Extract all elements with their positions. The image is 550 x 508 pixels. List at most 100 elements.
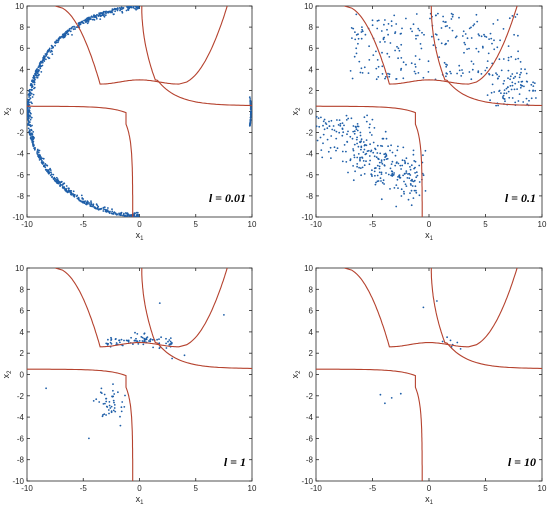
data-point	[49, 51, 52, 53]
data-point	[394, 32, 396, 35]
data-point	[470, 78, 473, 81]
data-point	[489, 32, 492, 35]
data-point	[464, 33, 467, 35]
data-point	[381, 137, 384, 140]
data-point	[118, 339, 120, 342]
data-point	[417, 72, 420, 74]
data-point	[137, 343, 140, 345]
data-point	[411, 185, 414, 187]
data-point	[351, 37, 353, 39]
data-point	[43, 57, 46, 60]
data-point	[398, 49, 401, 52]
data-point	[70, 27, 73, 30]
data-point	[487, 52, 490, 55]
data-point	[397, 176, 399, 178]
data-point	[27, 99, 30, 102]
x-tick-label: 0	[137, 220, 142, 229]
data-point	[90, 203, 93, 206]
data-point	[450, 72, 452, 75]
data-point	[418, 164, 421, 167]
data-point	[523, 85, 525, 88]
data-point	[38, 62, 41, 64]
data-point	[112, 389, 114, 392]
data-point	[33, 77, 36, 80]
decision-boundary-curve	[316, 368, 423, 481]
data-point	[365, 139, 368, 142]
data-point	[514, 16, 517, 18]
data-point	[42, 157, 45, 160]
data-point	[72, 190, 75, 193]
data-point	[355, 138, 358, 141]
data-point	[116, 213, 118, 216]
data-point	[369, 123, 371, 126]
data-point	[326, 138, 329, 141]
data-point	[353, 143, 356, 146]
data-point	[80, 200, 83, 203]
data-point	[410, 189, 413, 192]
data-point	[61, 35, 64, 38]
data-point	[119, 415, 121, 418]
x-axis-label: x1	[136, 494, 145, 506]
data-point	[99, 15, 102, 18]
data-point	[86, 17, 88, 20]
data-point	[387, 23, 390, 25]
scatter-panel: -10 -5 0 5 10 -10 -8 -6 -4 -2 0 2 4 6 8 10 x1 x2 l = 10	[290, 264, 547, 506]
data-point	[70, 190, 73, 192]
data-point	[365, 120, 368, 123]
y-tick-label: -6	[17, 434, 25, 443]
data-point	[29, 125, 32, 128]
data-point	[429, 17, 431, 20]
data-point	[37, 151, 40, 154]
data-point	[359, 158, 361, 161]
data-point	[518, 93, 521, 95]
data-point	[503, 98, 506, 100]
data-point	[123, 339, 125, 342]
data-point	[113, 211, 115, 214]
data-point	[513, 33, 515, 36]
data-point	[414, 166, 416, 169]
data-point	[30, 88, 33, 91]
data-point	[400, 43, 403, 46]
data-point	[43, 60, 46, 62]
data-point	[61, 184, 64, 186]
x-tick-label: 10	[538, 484, 547, 493]
data-point	[316, 139, 319, 142]
data-point	[329, 146, 332, 149]
data-point	[118, 7, 121, 9]
data-point	[121, 344, 124, 347]
data-point	[30, 84, 32, 87]
decision-boundary-curve	[430, 268, 542, 369]
data-point	[37, 155, 40, 158]
y-tick-label: 10	[15, 2, 24, 11]
data-point	[55, 179, 58, 181]
x-axis-label: x1	[425, 494, 434, 506]
data-point	[110, 410, 113, 413]
data-point	[374, 148, 377, 151]
y-tick-label: -10	[301, 477, 313, 486]
data-point	[463, 41, 466, 44]
data-point	[526, 80, 529, 83]
data-point	[107, 409, 110, 411]
data-point	[102, 414, 104, 416]
data-point	[110, 10, 113, 13]
data-point	[85, 203, 88, 206]
data-point	[158, 347, 161, 350]
data-point	[459, 348, 462, 350]
data-point	[30, 116, 33, 119]
data-point	[361, 30, 364, 33]
data-point	[134, 331, 136, 334]
data-point	[345, 150, 347, 153]
data-point	[395, 184, 398, 187]
data-point	[381, 73, 384, 75]
data-point	[369, 131, 371, 134]
data-point	[27, 103, 29, 105]
data-point	[138, 340, 141, 342]
data-point	[345, 161, 348, 163]
data-point	[45, 387, 47, 390]
data-point	[107, 338, 109, 341]
data-point	[378, 171, 381, 174]
y-tick-label: 0	[309, 108, 314, 117]
data-point	[378, 161, 381, 164]
data-point	[113, 401, 115, 404]
data-point	[495, 72, 497, 74]
